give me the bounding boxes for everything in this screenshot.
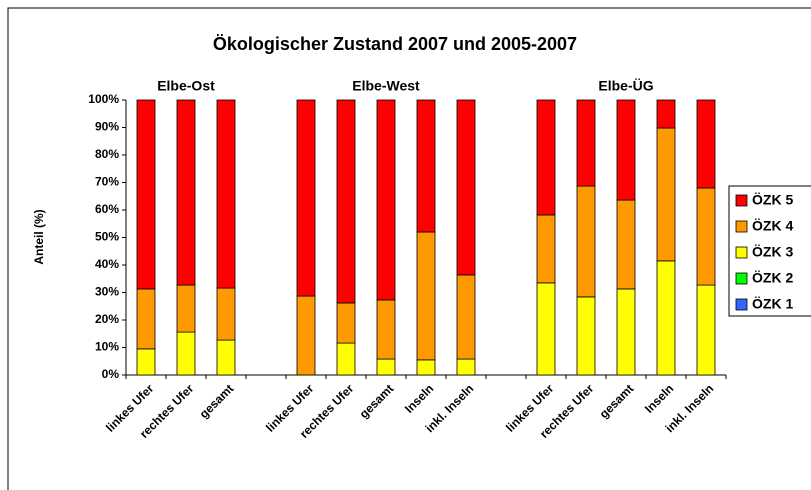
legend-label: ÖZK 4	[752, 218, 793, 234]
bar-segment	[336, 99, 356, 304]
bar-segment	[456, 99, 476, 276]
y-tick-label: 50%	[95, 230, 119, 244]
bar-segment	[336, 342, 356, 376]
legend-swatch	[735, 272, 748, 285]
legend-swatch	[735, 194, 748, 207]
legend-label: ÖZK 5	[752, 192, 793, 208]
bar-segment	[696, 99, 716, 189]
y-tick-label: 10%	[95, 340, 119, 354]
bar-segment	[696, 187, 716, 286]
legend-label: ÖZK 2	[752, 270, 793, 286]
y-tick-label: 40%	[95, 257, 119, 271]
bar-segment	[296, 99, 316, 297]
chart-title: Ökologischer Zustand 2007 und 2005-2007	[213, 34, 577, 54]
legend-swatch	[735, 220, 748, 233]
bar-segment	[416, 359, 436, 376]
bar-segment	[376, 299, 396, 360]
legend-swatch	[735, 246, 748, 259]
legend-swatch	[735, 298, 748, 311]
bar-segment	[176, 284, 196, 333]
bar-segment	[416, 99, 436, 233]
y-tick-label: 20%	[95, 312, 119, 326]
legend-label: ÖZK 3	[752, 244, 793, 260]
bar-segment	[136, 348, 156, 376]
bar-segment	[576, 296, 596, 376]
bar-segment	[376, 99, 396, 301]
bar-segment	[616, 99, 636, 201]
group-label: Elbe-Ost	[157, 78, 215, 94]
bar-segment	[216, 339, 236, 376]
bar-segment	[136, 99, 156, 290]
bar-segment	[456, 274, 476, 360]
legend-label: ÖZK 1	[752, 296, 793, 312]
y-axis-label: Anteil (%)	[32, 209, 46, 264]
bar-segment	[296, 295, 316, 376]
bar-segment	[416, 231, 436, 361]
bar-segment	[656, 127, 676, 262]
y-tick-label: 100%	[88, 92, 119, 106]
bar-segment	[136, 288, 156, 350]
group-label: Elbe-West	[352, 78, 420, 94]
bar-segment	[176, 99, 196, 286]
bar-segment	[176, 331, 196, 376]
bar-segment	[376, 358, 396, 376]
y-tick-label: 80%	[95, 147, 119, 161]
bar-segment	[216, 99, 236, 289]
bar-segment	[216, 287, 236, 341]
bar-segment	[536, 99, 556, 216]
bar-segment	[536, 282, 556, 376]
y-tick-label: 0%	[102, 367, 120, 381]
bar-segment	[336, 302, 356, 344]
y-tick-label: 30%	[95, 285, 119, 299]
bar-segment	[616, 199, 636, 290]
bar-segment	[656, 99, 676, 129]
bar-segment	[576, 99, 596, 187]
bar-segment	[696, 284, 716, 376]
bar-segment	[536, 214, 556, 284]
bar-segment	[656, 260, 676, 376]
y-tick-label: 70%	[95, 175, 119, 189]
group-label: Elbe-ÜG	[598, 78, 653, 94]
bar-segment	[576, 185, 596, 298]
bar-segment	[456, 358, 476, 376]
y-tick-label: 90%	[95, 120, 119, 134]
bar-segment	[616, 288, 636, 376]
y-tick-label: 60%	[95, 202, 119, 216]
